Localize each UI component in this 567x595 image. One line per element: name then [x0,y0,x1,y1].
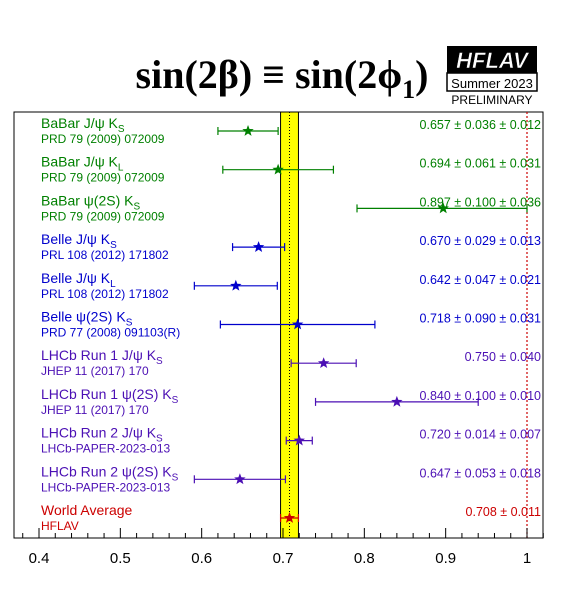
measurement-label: BaBar J/ψ KL [41,154,124,174]
measurement-value: 0.840 ± 0.100 ± 0.010 [420,389,542,403]
hflav-season: Summer 2023 [451,76,533,91]
x-tick-label: 0.6 [191,550,212,567]
measurement-label: LHCb Run 2 ψ(2S) KS [41,463,179,483]
data-point-star [291,318,304,330]
measurement-value: 0.720 ± 0.014 ± 0.007 [420,428,542,442]
measurement-label-subscript: S [156,434,163,445]
measurement-value: 0.647 ± 0.053 ± 0.018 [420,466,542,480]
measurement-label-subscript: L [118,163,124,174]
measurement-reference: PRD 79 (2009) 072009 [41,132,165,146]
measurement-label-text: BaBar J/ψ K [41,154,119,170]
chart-title-subscript: 1 [402,75,415,104]
data-point-star [242,125,254,136]
measurement-reference: PRD 77 (2008) 091103(R) [41,326,180,340]
measurement-reference: LHCb-PAPER-2023-013 [41,442,171,456]
measurement-label: LHCb Run 1 J/ψ KS [41,347,163,367]
measurement-label: BaBar J/ψ KS [41,115,125,135]
chart-title: sin(2β) ≡ sin(2ϕ1) [136,52,429,104]
x-axis: 0.4 0.5 0.6 0.7 0.8 0.9 1 [22,528,544,567]
measurement-label-text: BaBar J/ψ K [41,115,119,131]
measurement-reference: PRL 108 (2012) 171802 [41,248,169,262]
chart-title-main: sin(2β) ≡ sin(2ϕ [136,52,403,97]
measurement-reference: JHEP 11 (2017) 170 [41,403,149,417]
hflav-season-box [446,72,538,92]
hflav-logo: HFLAV [456,48,530,73]
measurement-label-subscript: S [172,395,179,406]
measurement-reference: HFLAV [41,519,79,533]
x-tick-label: 0.4 [29,550,50,567]
measurement-value: 0.642 ± 0.047 ± 0.021 [420,273,542,287]
measurement-value: 0.657 ± 0.036 ± 0.012 [420,118,542,132]
measurement-label-text: LHCb Run 2 J/ψ K [41,425,157,441]
measurement-label: World Average [41,502,133,518]
measurement-label: BaBar ψ(2S) KS [41,192,140,212]
chart-title-close: ) [415,52,428,97]
measurement-label-subscript: S [133,201,140,212]
measurement-value: 0.897 ± 0.100 ± 0.036 [420,195,542,209]
measurement-label-subscript: S [126,318,133,329]
x-tick-label: 1 [523,550,531,567]
x-tick-label: 0.9 [435,550,456,567]
measurement-reference: JHEP 11 (2017) 170 [41,364,149,378]
measurement-label-subscript: S [172,472,179,483]
measurement-label-subscript: S [118,124,125,135]
measurement-label-text: LHCb Run 1 ψ(2S) K [41,386,172,402]
measurement-label-subscript: S [110,240,117,251]
measurement-label: Belle ψ(2S) KS [41,309,133,329]
measurement-label: LHCb Run 2 J/ψ KS [41,425,163,445]
measurement-reference: LHCb-PAPER-2023-013 [41,480,171,494]
measurement-label-subscript: L [110,279,116,290]
measurement-reference: PRD 79 (2009) 072009 [41,209,165,223]
measurement-value: 0.750 ± 0.040 [465,350,541,364]
data-point-star [391,395,403,407]
measurement-label-text: Belle J/ψ K [41,270,111,286]
measurement-value: 0.694 ± 0.061 ± 0.031 [420,157,542,171]
measurement-label-text: BaBar ψ(2S) K [41,192,134,208]
plot-frame [13,111,544,539]
data-point-star [437,202,449,214]
measurement-value: 0.718 ± 0.090 ± 0.031 [420,312,542,326]
x-tick-label: 0.8 [354,550,375,567]
measurement-label: Belle J/ψ KS [41,231,117,251]
measurement-value: 0.670 ± 0.029 ± 0.013 [420,234,542,248]
measurement-label: Belle J/ψ KL [41,270,116,290]
data-point-star [272,163,284,175]
x-tick-label: 0.7 [273,550,294,567]
measurement-label-text: World Average [41,502,133,518]
data-point-star [283,512,296,523]
measurement-label-subscript: S [156,356,163,367]
measurement-reference: PRL 108 (2012) 171802 [41,287,169,301]
data-point-star [252,241,265,252]
measurement-value: 0.708 ± 0.011 [466,505,541,519]
hflav-status: PRELIMINARY [451,93,532,107]
hflav-logo-box [447,46,537,73]
measurement-label-text: Belle ψ(2S) K [41,309,126,325]
x-tick-label: 0.5 [110,550,131,567]
data-point-star [234,473,246,485]
measurement-label-text: LHCb Run 2 ψ(2S) K [41,463,172,479]
data-point-star [317,357,330,369]
data-point-star [230,279,242,291]
measurement-label-text: Belle J/ψ K [41,231,111,247]
measurement-reference: PRD 79 (2009) 072009 [41,171,165,185]
measurement-label-text: LHCb Run 1 J/ψ K [41,347,157,363]
hflav-badge: HFLAV Summer 2023 PRELIMINARY [446,46,538,107]
measurement-label: LHCb Run 1 ψ(2S) KS [41,386,179,406]
data-point-star [293,434,305,446]
